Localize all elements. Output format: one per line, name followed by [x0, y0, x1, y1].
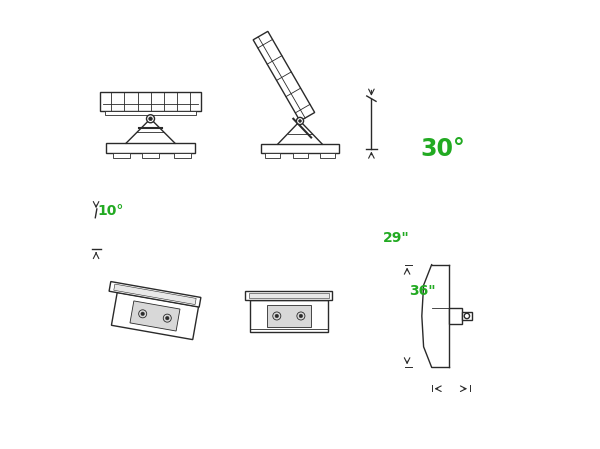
Polygon shape — [265, 153, 280, 158]
Circle shape — [299, 314, 302, 318]
Text: 36": 36" — [409, 284, 436, 299]
Circle shape — [149, 117, 152, 120]
Polygon shape — [174, 153, 191, 158]
Polygon shape — [266, 305, 311, 327]
Circle shape — [296, 117, 304, 124]
Polygon shape — [261, 144, 339, 153]
Circle shape — [299, 119, 301, 122]
Polygon shape — [250, 300, 328, 332]
Polygon shape — [449, 308, 462, 324]
Polygon shape — [320, 153, 335, 158]
Circle shape — [146, 115, 155, 123]
Polygon shape — [105, 111, 196, 115]
Polygon shape — [112, 292, 199, 339]
Circle shape — [166, 317, 169, 320]
Polygon shape — [114, 284, 196, 304]
Text: 29": 29" — [383, 231, 409, 245]
Circle shape — [275, 314, 278, 318]
Polygon shape — [293, 153, 308, 158]
Polygon shape — [109, 282, 201, 307]
Polygon shape — [253, 31, 314, 121]
Polygon shape — [130, 301, 180, 331]
Text: 10°: 10° — [97, 204, 124, 218]
Polygon shape — [245, 291, 332, 300]
Circle shape — [141, 312, 145, 316]
Polygon shape — [249, 293, 329, 298]
Polygon shape — [106, 143, 195, 153]
Polygon shape — [100, 92, 201, 111]
Text: 30°: 30° — [421, 136, 465, 161]
Polygon shape — [113, 153, 130, 158]
Polygon shape — [142, 153, 160, 158]
Polygon shape — [462, 312, 472, 321]
